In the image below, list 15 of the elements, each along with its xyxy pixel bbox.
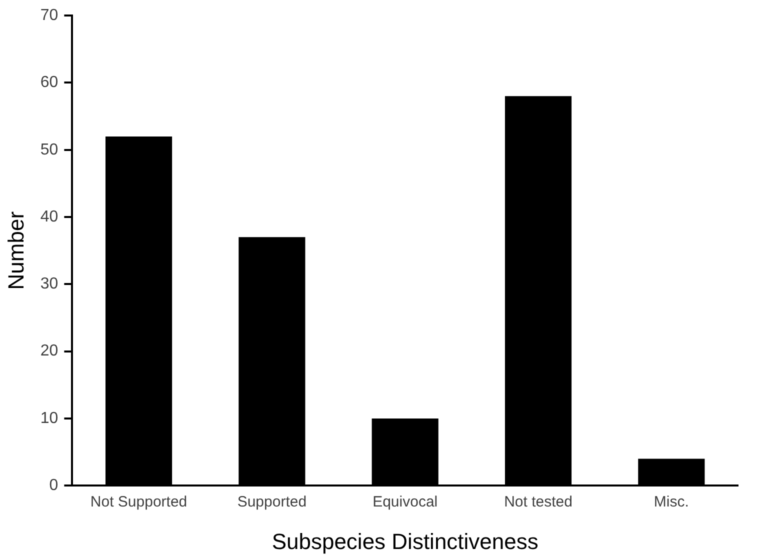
y-axis-title: Number xyxy=(3,211,28,290)
y-tick-label: 50 xyxy=(40,141,58,158)
x-tick-label: Not tested xyxy=(504,494,572,511)
y-tick-label: 40 xyxy=(40,208,58,226)
y-tick-label: 30 xyxy=(40,276,58,293)
y-tick-label: 20 xyxy=(40,342,58,360)
x-tick-label: Not Supported xyxy=(90,494,188,511)
x-tick-label: Equivocal xyxy=(372,494,438,511)
y-tick-label: 10 xyxy=(40,410,58,427)
x-axis-title: Subspecies Distinctiveness xyxy=(272,528,538,554)
x-tick-label: Supported xyxy=(237,494,307,511)
x-tick-label: Misc. xyxy=(654,494,689,511)
y-tick-label: 0 xyxy=(49,477,58,494)
y-tick-label: 70 xyxy=(40,7,58,24)
y-tick-label: 60 xyxy=(40,74,58,92)
